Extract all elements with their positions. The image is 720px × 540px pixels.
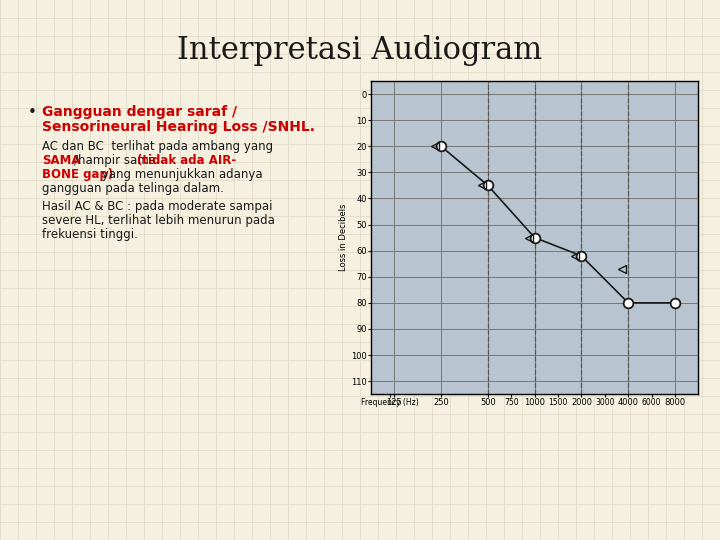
Text: gangguan pada telinga dalam.: gangguan pada telinga dalam.	[42, 182, 224, 195]
Text: Sensorineural Hearing Loss /SNHL.: Sensorineural Hearing Loss /SNHL.	[42, 120, 315, 134]
Y-axis label: Loss in Decibels: Loss in Decibels	[339, 204, 348, 271]
Text: yang menunjukkan adanya: yang menunjukkan adanya	[98, 168, 263, 181]
Text: Hasil AC & BC : pada moderate sampai: Hasil AC & BC : pada moderate sampai	[42, 200, 272, 213]
Text: Interpretasi Audiogram: Interpretasi Audiogram	[177, 35, 543, 66]
Text: (tidak ada AIR-: (tidak ada AIR-	[137, 154, 236, 167]
Text: SAMA: SAMA	[42, 154, 81, 167]
Text: severe HL, terlihat lebih menurun pada: severe HL, terlihat lebih menurun pada	[42, 214, 275, 227]
Text: AC dan BC  terlihat pada ambang yang: AC dan BC terlihat pada ambang yang	[42, 140, 273, 153]
Text: frekuensi tinggi.: frekuensi tinggi.	[42, 228, 138, 241]
Text: BONE gap): BONE gap)	[42, 168, 113, 181]
Text: Gangguan dengar saraf /: Gangguan dengar saraf /	[42, 105, 237, 119]
Text: /hampir sama: /hampir sama	[74, 154, 160, 167]
Text: •: •	[28, 105, 37, 120]
